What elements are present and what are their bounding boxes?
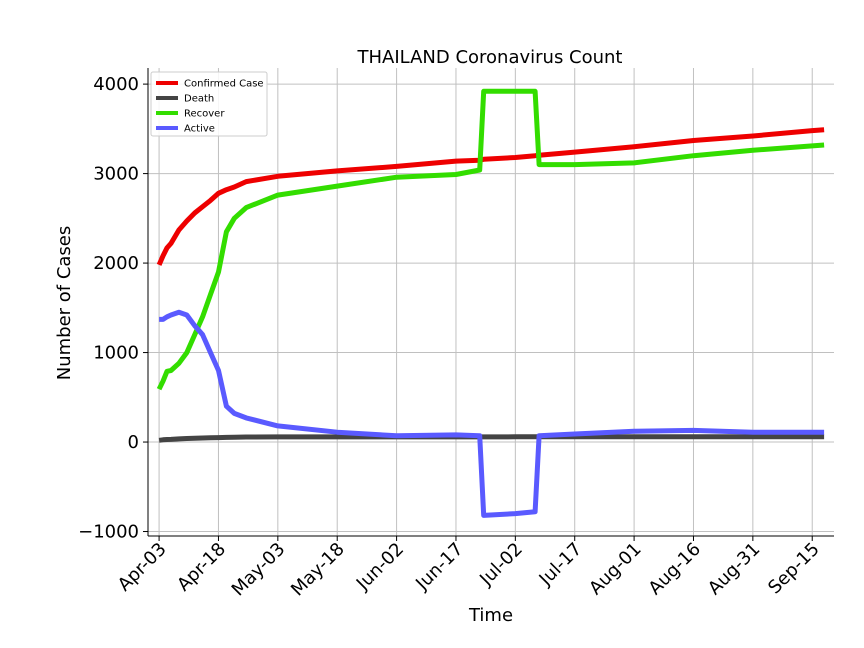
- x-tick-label: May-03: [228, 539, 290, 601]
- y-tick-label: 0: [128, 432, 139, 453]
- series-line-active: [159, 309, 825, 518]
- series-lines: [156, 88, 825, 518]
- x-tick-label: Jul-17: [535, 539, 587, 591]
- x-tick-label: Aug-16: [645, 539, 705, 599]
- chart-title: THAILAND Coronavirus Count: [356, 47, 622, 68]
- x-tick-label: Jun-17: [411, 539, 467, 595]
- series-line-confirmed-case: [156, 127, 825, 266]
- x-tick-label: Apr-03: [114, 539, 171, 596]
- y-tick-label: 1000: [93, 343, 139, 364]
- series-line-recover: [156, 88, 825, 391]
- y-axis-label: Number of Cases: [54, 226, 75, 381]
- y-tick-label: −1000: [78, 522, 139, 543]
- x-tick-label: Apr-18: [173, 539, 230, 596]
- legend: Confirmed Case Death Recover Active: [150, 71, 268, 137]
- y-tick-label: 4000: [93, 74, 139, 95]
- x-tick-label: Aug-01: [585, 539, 645, 599]
- y-tick-label: 3000: [93, 164, 139, 185]
- x-tick-label: Jul-02: [475, 539, 527, 591]
- y-tick-label: 2000: [93, 253, 139, 274]
- series-line-death: [158, 434, 825, 443]
- x-tick-label: Aug-31: [704, 539, 764, 599]
- legend-label: Active: [184, 124, 215, 135]
- legend-label: Recover: [184, 109, 225, 120]
- legend-label: Death: [184, 94, 214, 105]
- x-tick-label: Jun-02: [352, 539, 408, 595]
- x-axis-label: Time: [468, 605, 513, 626]
- x-tick-label: May-18: [287, 539, 349, 601]
- x-tick-label: Sep-15: [764, 539, 824, 599]
- legend-box: [150, 71, 268, 137]
- axes: [143, 68, 834, 541]
- legend-label: Confirmed Case: [184, 79, 264, 90]
